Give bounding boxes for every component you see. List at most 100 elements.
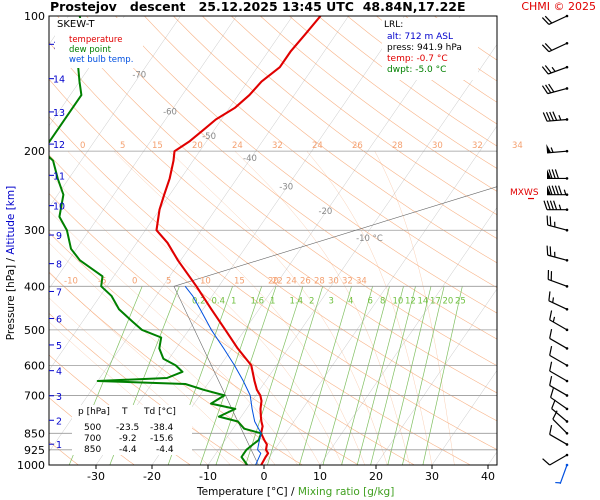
wind-barb-station (565, 285, 569, 288)
legend-item-wet-bulb: wet bulb temp. (69, 55, 134, 65)
pressure-tick-label: 1000 (17, 459, 45, 472)
wind-barb-flag (542, 112, 548, 122)
temperature-tick-label: -20 (143, 470, 161, 483)
wind-barb-staff (549, 337, 568, 349)
isotherm-label: -10 °C (356, 234, 383, 244)
x-axis-title: Temperature [°C] / Mixing ratio [g/kg] (197, 486, 394, 498)
table-header-t: T (122, 407, 128, 417)
wind-barb (541, 65, 569, 75)
wind-barb-staff (549, 454, 568, 466)
mixing-ratio-line (422, 286, 463, 465)
isotherm-line (49, 16, 125, 127)
lrl-title: LRL: (384, 20, 404, 30)
wind-barb-flag (549, 310, 553, 320)
mixing-ratio-label: 10 (393, 296, 404, 306)
temperature-tick-label: -30 (87, 470, 105, 483)
isotherm-label: -20 (318, 207, 332, 217)
lrl-press: press: 941.9 hPa (387, 43, 462, 53)
wind-barb-station (565, 443, 569, 446)
wind-barb-flag (546, 200, 551, 210)
adiabat-label-200: 24 (232, 141, 243, 151)
wind-barb-station (565, 87, 569, 90)
table-row-850-td: -4.4 (156, 445, 174, 455)
adiabat-label-400: 15 (234, 276, 245, 286)
isotherm-line (487, 451, 497, 465)
mixing-ratio-label: 20 (443, 296, 454, 306)
wind-barb-station (565, 118, 569, 121)
isotherm-line (207, 44, 497, 465)
background-lines (49, 16, 497, 465)
wind-barb-flag (553, 200, 558, 210)
isotherm-line (49, 16, 349, 453)
pressure-tick-label: 850 (24, 427, 45, 440)
mixing-ratio-label: 14 (418, 296, 429, 306)
lrl-dwpt: dwpt: -5.0 °C (387, 65, 447, 75)
wind-barb (541, 14, 569, 25)
adiabat-label-200: 24 (312, 141, 323, 151)
wind-barb-flag (550, 388, 554, 398)
altitude-tick-label: 8 (56, 260, 62, 271)
plot-frame (48, 15, 498, 466)
table-row-700-td: -15.6 (150, 434, 174, 444)
axes: 1002003004005006007008509251000123456789… (17, 10, 495, 483)
wind-barb (555, 463, 569, 484)
wind-barb-flag (548, 83, 555, 93)
mixing-ratio-line (245, 286, 304, 465)
wind-barb-station (565, 407, 569, 411)
wind-barb-flag (549, 376, 553, 386)
adiabat-label-400: 24 (286, 276, 297, 286)
wind-barb-flag (551, 169, 556, 179)
isotherm-line (95, 16, 405, 465)
wind-barb (549, 310, 569, 332)
wind-barb-half-flag (563, 189, 567, 195)
parcel-reference-line (173, 186, 497, 465)
lrl-info-box: LRL: alt: 712 m ASL press: 941.9 hPa tem… (382, 18, 478, 80)
temperature-tick-label: 30 (425, 470, 439, 483)
wind-barb-flag (549, 246, 552, 256)
wind-barb (541, 83, 569, 95)
wind-barb-half-flag (558, 114, 562, 121)
table-row-700-p: 700 (84, 434, 102, 444)
wind-barb-flag (546, 215, 549, 226)
pressure-tick-label: 200 (24, 145, 45, 158)
wind-barb (547, 169, 569, 180)
legend-item-dew-point: dew point (69, 45, 111, 55)
copyright-label[interactable]: CHMI © 2025 (521, 0, 596, 13)
wind-barb-staff (552, 418, 568, 434)
mixing-ratio-line (356, 286, 404, 465)
wind-barb-pennant (547, 169, 551, 179)
altitude-tick-label: 3 (56, 392, 62, 403)
wind-barb (542, 453, 569, 466)
wind-barb-staff (547, 254, 568, 261)
adiabat-label-400: 0 (132, 276, 137, 286)
wind-barb-staff (548, 42, 568, 53)
table-row-500-td: -38.4 (150, 423, 174, 433)
mixing-ratio-line (215, 286, 277, 465)
wind-barb (549, 329, 569, 350)
wind-barb-station (565, 228, 569, 232)
wind-barb-station (565, 208, 569, 211)
wind-barb (547, 185, 569, 196)
adiabat-label-200: 15 (152, 141, 163, 151)
isotherm-line (49, 16, 237, 290)
wind-barb-flag (554, 185, 559, 195)
pressure-tick-label: 300 (24, 224, 45, 237)
dry-adiabat-line (347, 16, 497, 125)
adiabat-label-400: 20 (268, 276, 279, 286)
wind-barb-flag (549, 345, 553, 356)
isotherm-line (49, 16, 181, 208)
wind-barb-staff (548, 15, 568, 25)
altitude-tick-label: 6 (56, 315, 62, 326)
level-table: p [hPa] T Td [°C] 500 -23.5 -38.4 700 -9… (72, 405, 192, 455)
wind-barb-pennant (546, 143, 552, 153)
altitude-tick-label: 14 (53, 75, 65, 86)
dry-adiabat-line (405, 16, 497, 82)
wind-barb (546, 215, 569, 232)
wind-barb-staff (548, 300, 568, 310)
pressure-tick-label: 925 (24, 444, 45, 457)
wind-barb (550, 388, 569, 411)
temperature-tick-label: 40 (481, 470, 495, 483)
table-row-850-t: -4.4 (119, 445, 137, 455)
